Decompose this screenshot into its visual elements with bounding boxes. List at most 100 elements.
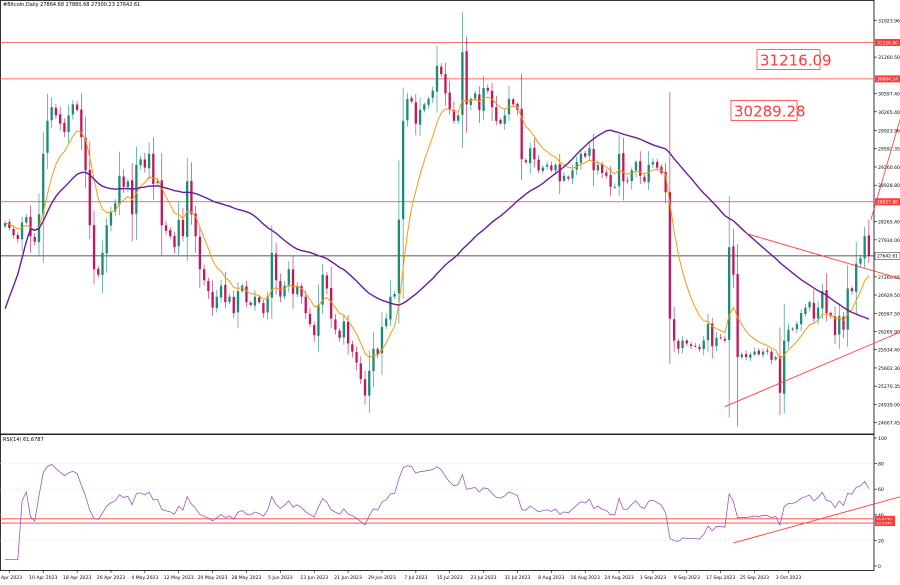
candle-body — [634, 162, 638, 171]
candle-body — [626, 180, 629, 182]
candle-body — [723, 338, 727, 341]
rsi-level-label: 33.5370 — [876, 521, 892, 526]
descending-trendline — [745, 233, 900, 280]
candle-body — [584, 153, 587, 157]
candle-body — [808, 302, 811, 308]
candle-body — [329, 287, 333, 319]
candle-body — [630, 170, 633, 182]
x-tick-label: 18 Apr 2023 — [63, 575, 91, 581]
candle-body — [190, 180, 193, 215]
x-tick-label: 26 Apr 2023 — [97, 575, 125, 581]
candle-body — [12, 228, 15, 236]
candle-body — [448, 92, 451, 110]
candle-body — [152, 153, 155, 185]
candle-body — [232, 296, 235, 314]
candle-body — [592, 148, 595, 171]
candle-body — [92, 225, 96, 270]
x-tick-label: 31 Jul 2023 — [504, 575, 530, 581]
candle-body — [639, 161, 642, 176]
candle-body — [825, 290, 828, 314]
candle-body — [452, 110, 456, 121]
candle-body — [80, 109, 83, 138]
x-tick-label: 10 Apr 2023 — [29, 575, 57, 581]
candle-body — [478, 94, 481, 110]
rsi-y-tick-label: 100 — [878, 436, 887, 442]
x-tick-label: 25 Sep 2023 — [740, 575, 769, 581]
price-y-tick-label: 31260.50 — [878, 55, 900, 61]
candle-body — [355, 352, 358, 363]
candle-body — [410, 97, 413, 102]
candle-body — [173, 236, 176, 248]
candle-body — [520, 108, 523, 160]
candle-body — [863, 236, 866, 259]
ema-fast-line — [5, 96, 870, 360]
target-price-label: 30289.28 — [734, 102, 806, 120]
candle-body — [469, 98, 473, 106]
candle-body — [613, 186, 616, 188]
target-box — [730, 100, 798, 121]
candle-body — [706, 324, 710, 341]
candle-body — [689, 344, 693, 347]
x-tick-label: 13 Jun 2023 — [300, 575, 328, 581]
candle-body — [97, 268, 100, 275]
candle-body — [482, 87, 485, 111]
candle-body — [122, 176, 125, 187]
candle-body — [821, 291, 824, 309]
candle-body — [503, 115, 506, 124]
rsi-level-tag — [875, 515, 895, 522]
level-price-tag — [875, 75, 900, 83]
candle-body — [664, 172, 667, 193]
candle-body — [376, 348, 379, 355]
candle-body — [605, 172, 608, 176]
candle-body — [114, 203, 117, 212]
rsi-y-tick-label: 40 — [878, 513, 884, 519]
candle-body — [685, 340, 688, 344]
candle-body — [118, 175, 121, 205]
candle-body — [245, 286, 248, 303]
candle-body — [537, 159, 540, 171]
candle-body — [541, 167, 545, 171]
candle-body — [732, 246, 735, 275]
candle-body — [177, 219, 180, 247]
candle-body — [207, 280, 210, 292]
candle-body — [109, 211, 113, 226]
candle-body — [600, 164, 604, 174]
candle-body — [147, 153, 151, 169]
candle-body — [656, 162, 659, 168]
candle-body — [169, 230, 172, 237]
level-price-tag — [875, 38, 900, 46]
projection-line — [870, 118, 900, 220]
candle-body — [444, 74, 447, 94]
x-tick-label: 21 Jun 2023 — [334, 575, 362, 581]
candle-body — [385, 318, 388, 327]
candle-body — [359, 363, 362, 380]
candle-body — [533, 147, 536, 160]
candle-body — [694, 346, 697, 347]
candle-body — [715, 337, 718, 347]
candle-body — [63, 122, 66, 132]
x-tick-label: 7 Jul 2023 — [404, 575, 427, 581]
candle-body — [846, 288, 849, 330]
candle-body — [372, 348, 375, 372]
candle-body — [719, 337, 722, 339]
candle-body — [499, 119, 502, 124]
candle-body — [744, 354, 748, 358]
level-price-label: 31526.90 — [877, 40, 898, 46]
candle-body — [579, 153, 583, 163]
candle-body — [389, 296, 392, 320]
price-y-tick-label: 26929.50 — [878, 293, 900, 299]
rsi-panel-frame — [0, 434, 875, 571]
price-y-tick-label: 29923.96 — [878, 129, 900, 135]
price-y-tick-label: 28265.40 — [878, 220, 900, 226]
target-box — [756, 49, 821, 70]
candle-body — [241, 285, 244, 292]
x-tick-label: 5 Jun 2023 — [268, 575, 293, 581]
x-tick-label: 2 Apr 2023 — [0, 575, 22, 581]
candle-body — [465, 51, 468, 105]
candle-body — [672, 319, 676, 341]
candle-body — [855, 263, 858, 292]
candle-body — [791, 328, 794, 330]
candle-body — [46, 120, 49, 153]
x-tick-label: 12 May 2023 — [164, 575, 194, 581]
